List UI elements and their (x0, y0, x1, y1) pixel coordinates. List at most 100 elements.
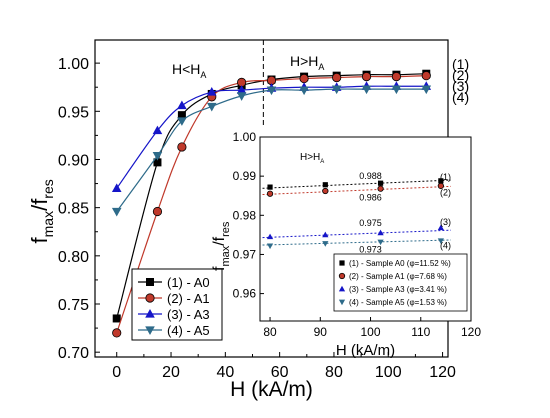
inset-y-axis-label-sub1: max (220, 245, 232, 266)
main-data-point (177, 142, 187, 152)
main-series-end-label: (2) (452, 67, 469, 83)
main-y-axis-label: fmax/fres (27, 179, 56, 243)
inset-y-axis-label-sub2: res (220, 221, 232, 237)
inset-data-point (438, 178, 444, 184)
inset-plot: 80 90 100 110 120 0.96 0.97 0.98 0.99 1.00 H (kA/m… (211, 130, 481, 359)
inset-y-tick-label: 0.97 (233, 247, 257, 261)
main-data-point (112, 314, 121, 323)
inset-y-tick-label: 0.99 (233, 169, 257, 183)
inset-data-point (437, 238, 444, 244)
region-label-right-main: H>H (290, 53, 318, 69)
main-x-tick-label: 60 (271, 364, 289, 381)
main-legend-entry: (2) - A1 (167, 291, 210, 306)
main-data-point (361, 85, 372, 95)
inset-data-point (437, 182, 444, 190)
main-x-axis-label: H (kA/m) (230, 378, 313, 401)
main-legend-marker (145, 326, 155, 335)
main-data-point (152, 125, 163, 135)
main-series-line (116, 75, 427, 334)
region-label-right: H>HA (290, 53, 324, 72)
inset-y-axis-label-sep: /f (211, 236, 228, 245)
main-y-axis-label-sep: /f (27, 198, 52, 211)
main-y-axis-label-sub1: max (40, 211, 56, 237)
main-y-tick-label: 0.70 (58, 345, 89, 362)
inset-x-tick-label: 90 (314, 325, 328, 339)
main-data-point (206, 87, 217, 96)
main-x-tick-label: 0 (112, 364, 121, 381)
inset-series-end-label: (2) (440, 187, 451, 197)
main-data-point (391, 85, 402, 95)
inset-value-label: 0.986 (359, 192, 382, 202)
main-y-tick-label: 1.00 (58, 56, 89, 73)
inset-y-tick-label: 0.96 (233, 287, 257, 301)
main-data-point (391, 72, 402, 82)
inset-data-point (266, 190, 274, 197)
inset-title: H>HA (300, 152, 324, 165)
inset-legend-marker (338, 272, 346, 280)
main-y-tick-label: 0.80 (58, 249, 89, 266)
main-data-point (331, 85, 342, 95)
inset-value-label: 0.975 (359, 218, 382, 228)
inset-x-tick-label: 100 (361, 325, 381, 339)
inset-legend-marker (338, 299, 346, 306)
inset-series-end-label: (4) (440, 240, 451, 250)
inset-data-point (322, 231, 329, 238)
inset-data-point (377, 229, 384, 236)
main-data-point (111, 207, 122, 217)
inset-data-point (437, 224, 444, 231)
inset-legend-entry: (4) - Sample A5 (φ=1.53 %) (349, 298, 447, 307)
inset-legend-marker (339, 260, 345, 266)
inset-fit-line (262, 229, 451, 239)
main-data-point (266, 86, 277, 96)
inset-y-tick-label: 0.98 (233, 208, 257, 222)
inset-y-axis-label-f: f (211, 266, 228, 271)
inset-series-end-label: (3) (440, 217, 451, 227)
main-data-point (177, 117, 187, 126)
inset-x-tick-label: 80 (263, 325, 277, 339)
main-series-end-label: (3) (452, 78, 469, 94)
main-y-axis-label-sub2: res (40, 179, 56, 198)
main-x-tick-label: 40 (216, 364, 234, 381)
main-data-point (236, 92, 247, 101)
main-data-point (152, 206, 163, 217)
inset-legend-entry: (2) - Sample A1 (φ=7.68 %) (349, 272, 447, 281)
main-data-point (299, 73, 309, 84)
region-label-right-sub: A (318, 62, 324, 72)
main-x-tick-label: 120 (429, 364, 456, 381)
region-label-left-sub: A (200, 70, 206, 80)
main-legend-marker (146, 278, 154, 286)
main-y-tick-label: 0.95 (58, 104, 89, 121)
main-data-point (332, 72, 342, 83)
inset-legend-entry: (1) - Sample A0 (φ=11.52 %) (349, 259, 451, 268)
inset-data-point (377, 239, 384, 246)
main-data-point (299, 86, 309, 96)
main-y-tick-label: 0.90 (58, 152, 89, 169)
inset-value-label: 0.973 (359, 244, 382, 254)
region-label-left-main: H<H (172, 61, 200, 77)
inset-x-tick-label: 110 (411, 325, 430, 339)
inset-y-axis-label: fmax/fres (211, 221, 232, 271)
inset-data-point (322, 182, 328, 188)
inset-data-point (322, 241, 329, 247)
inset-data-point (322, 187, 329, 195)
main-y-axis-label-f: f (27, 237, 52, 244)
inset-data-point (377, 185, 384, 192)
inset-data-point (267, 184, 273, 190)
main-data-point (177, 111, 186, 120)
inset-data-point (377, 180, 384, 186)
main-legend-entry: (4) - A5 (167, 323, 210, 338)
main-data-point (111, 183, 122, 192)
main-y-tick-label: 0.85 (58, 201, 89, 218)
inset-title-sub: A (320, 159, 324, 165)
region-label-left: H<HA (172, 61, 206, 80)
main-data-point (112, 328, 122, 338)
main-data-point (153, 158, 162, 167)
main-data-point (361, 72, 372, 82)
inset-series-end-label: (1) (440, 172, 451, 182)
inset-legend-marker (338, 285, 346, 292)
main-y-tick-label: 0.75 (58, 297, 89, 314)
inset-fit-line (262, 239, 451, 246)
inset-legend (333, 253, 468, 312)
main-x-tick-label: 20 (162, 364, 180, 381)
